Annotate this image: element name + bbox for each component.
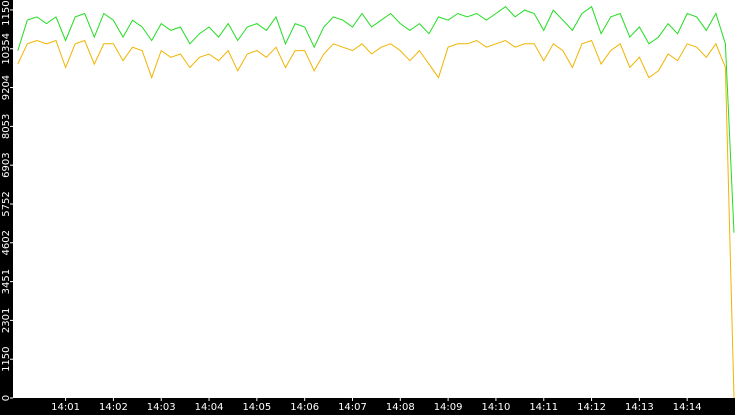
- y-tick-label: 6903: [1, 152, 12, 177]
- x-tick-label: 14:08: [386, 402, 415, 413]
- x-tick-label: 14:10: [482, 402, 511, 413]
- x-tick-label: 14:01: [51, 402, 80, 413]
- y-tick-label: 4602: [1, 230, 12, 255]
- y-tick-label: 0: [1, 395, 12, 401]
- x-axis-band: [0, 398, 735, 415]
- x-tick-label: 14:04: [195, 402, 224, 413]
- x-tick-label: 14:11: [529, 402, 558, 413]
- x-tick-label: 14:02: [99, 402, 128, 413]
- y-tick-label: 8053: [1, 114, 12, 139]
- x-tick-label: 14:09: [434, 402, 463, 413]
- y-tick-label: 11505: [1, 0, 12, 26]
- y-tick-label: 1150: [1, 346, 12, 371]
- series-line: [17, 39, 735, 399]
- series-line: [17, 5, 735, 233]
- y-tick-label: 10354: [1, 33, 12, 65]
- x-tick-label: 14:13: [625, 402, 654, 413]
- x-tick-label: 14:12: [577, 402, 606, 413]
- y-tick-label: 5752: [1, 191, 12, 216]
- y-axis-band: [0, 0, 13, 415]
- x-tick-label: 14:14: [673, 402, 702, 413]
- x-tick-label: 14:07: [338, 402, 367, 413]
- y-tick-label: 3451: [1, 269, 12, 294]
- x-tick-label: 14:06: [290, 402, 319, 413]
- y-tick-label: 9204: [1, 75, 12, 100]
- x-tick-label: 14:03: [147, 402, 176, 413]
- x-tick-label: 14:05: [242, 402, 271, 413]
- y-tick-label: 2301: [1, 308, 12, 333]
